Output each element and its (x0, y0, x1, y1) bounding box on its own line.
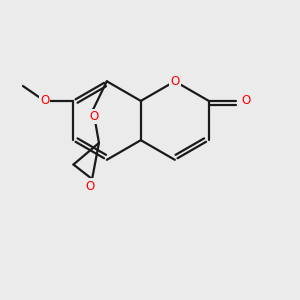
Text: O: O (170, 75, 179, 88)
Text: O: O (89, 110, 98, 123)
Text: O: O (40, 94, 49, 107)
Text: O: O (242, 94, 251, 107)
Text: O: O (85, 180, 95, 193)
